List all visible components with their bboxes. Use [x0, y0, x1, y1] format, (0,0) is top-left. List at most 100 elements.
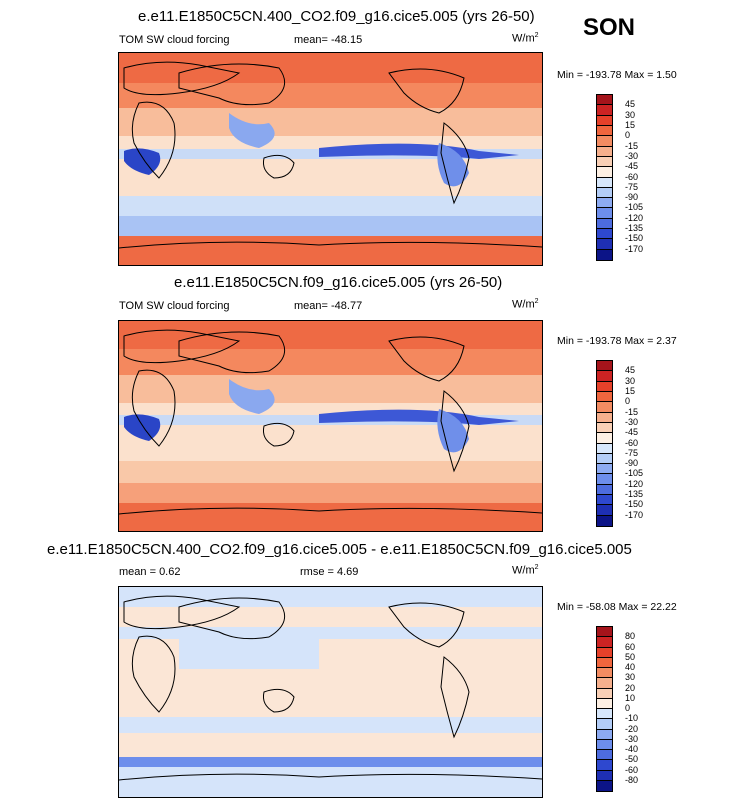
season-label: SON	[583, 14, 636, 41]
colorbar-tick-label: -75	[625, 181, 639, 192]
colorbar-swatch	[597, 177, 612, 188]
colorbar-swatch	[597, 156, 612, 168]
colorbar-tick-label: -30	[625, 150, 639, 161]
colorbar-tick-label: 30	[625, 375, 636, 386]
colorbar-swatch	[597, 198, 612, 209]
panel-2-map	[118, 320, 543, 532]
colorbar-tick-label: -50	[625, 754, 639, 765]
colorbar-tick-label: 45	[625, 365, 636, 376]
colorbar-tick-label: -15	[625, 140, 639, 151]
colorbar-tick-label: -45	[625, 161, 639, 172]
panel-1-min-label: Min =	[557, 69, 583, 81]
colorbar-tick-label: -105	[625, 468, 644, 479]
colorbar-swatch	[597, 750, 612, 761]
colorbar-swatch	[597, 678, 612, 689]
colorbar-swatch	[597, 484, 612, 496]
panel-3-title: e.e11.E1850C5CN.400_CO2.f09_g16.cice5.00…	[47, 541, 632, 558]
colorbar-tick-label: 80	[625, 631, 636, 642]
panel-3-rmse-label: rmse =	[300, 566, 334, 578]
colorbar-swatch	[597, 709, 612, 720]
colorbar-swatch	[597, 105, 612, 116]
panel-3-max-label: Max =	[618, 601, 648, 613]
colorbar-tick-label: -30	[625, 733, 639, 744]
panel-1-variable: TOM SW cloud forcing	[119, 34, 230, 46]
panel-1-mean: mean= -48.15	[294, 34, 362, 46]
panel-1-mean-label: mean=	[294, 34, 328, 46]
colorbar-tick-label: 40	[625, 662, 636, 672]
colorbar-swatch	[597, 391, 612, 403]
panel-2-mean-label: mean=	[294, 300, 328, 312]
colorbar-tick-label: -60	[625, 764, 639, 775]
panel-1-units-sup: 2	[534, 32, 539, 39]
colorbar-swatch	[597, 412, 612, 423]
panel-1-max-value: 1.50	[656, 69, 677, 81]
panel-3-min-label: Min =	[557, 601, 583, 613]
colorbar-tick-label: 0	[625, 396, 631, 407]
colorbar-swatch	[597, 249, 612, 260]
panel-3-mean-value: 0.62	[159, 566, 181, 578]
panel-2-mean: mean= -48.77	[294, 300, 362, 312]
colorbar-swatch	[597, 627, 612, 638]
colorbar-swatch	[597, 136, 612, 147]
colorbar-swatch	[597, 361, 612, 372]
colorbar-tick-label: 10	[625, 692, 636, 703]
colorbar-swatch	[597, 125, 612, 137]
colorbar-tick-label: -10	[625, 713, 639, 724]
colorbar-tick-label: -170	[625, 509, 644, 520]
colorbar-swatch	[597, 239, 612, 250]
colorbar-tick-label: 20	[625, 682, 636, 693]
panel-1-colorbar	[596, 94, 613, 261]
panel-3-colorbar	[596, 626, 613, 792]
panel-2-max-label: Max =	[624, 335, 654, 347]
colorbar-swatch	[597, 770, 612, 781]
colorbar-tick-label: -90	[625, 192, 639, 203]
panel-2-variable: TOM SW cloud forcing	[119, 300, 230, 312]
colorbar-swatch	[597, 371, 612, 382]
colorbar-swatch	[597, 443, 612, 454]
colorbar-tick-label: -15	[625, 406, 639, 417]
colorbar-tick-label: -30	[625, 416, 639, 427]
panel-3-map	[118, 586, 543, 798]
colorbar-swatch	[597, 505, 612, 516]
colorbar-swatch	[597, 167, 612, 178]
panel-3-rmse: rmse = 4.69	[300, 566, 358, 578]
colorbar-swatch	[597, 208, 612, 219]
panel-2-minmax: Min = -193.78 Max = 2.37	[557, 335, 677, 347]
colorbar-swatch	[597, 381, 612, 392]
colorbar-tick-label: 0	[625, 703, 631, 713]
colorbar-swatch	[597, 647, 612, 658]
colorbar-tick-label: -40	[625, 744, 639, 754]
colorbar-swatch	[597, 729, 612, 740]
panel-3-mean-label: mean =	[119, 566, 156, 578]
colorbar-swatch	[597, 688, 612, 699]
colorbar-tick-label: -120	[625, 212, 644, 223]
panel-2-units: W/m2	[512, 298, 539, 311]
panel-3-mean: mean = 0.62	[119, 566, 180, 578]
panel-2-max-value: 2.37	[656, 335, 677, 347]
colorbar-swatch	[597, 115, 612, 126]
colorbar-tick-label: -170	[625, 243, 644, 254]
colorbar-swatch	[597, 657, 612, 668]
panel-1-title: e.e11.E1850C5CN.400_CO2.f09_g16.cice5.00…	[138, 8, 535, 25]
panel-3-units-text: W/m	[512, 564, 535, 577]
panel-3-rmse-value: 4.69	[337, 566, 359, 578]
panel-3-max-value: 22.22	[650, 601, 677, 613]
colorbar-swatch	[597, 515, 612, 526]
panel-2-min-label: Min =	[557, 335, 583, 347]
colorbar-tick-label: 0	[625, 130, 631, 141]
colorbar-tick-label: -75	[625, 447, 639, 458]
panel-3-units: W/m2	[512, 564, 539, 577]
colorbar-swatch	[597, 402, 612, 413]
panel-1-minmax: Min = -193.78 Max = 1.50	[557, 69, 677, 81]
panel-1-min-value: -193.78	[585, 69, 622, 81]
colorbar-tick-label: 60	[625, 641, 636, 652]
colorbar-swatch	[597, 464, 612, 475]
colorbar-tick-label: -45	[625, 427, 639, 438]
colorbar-tick-label: -135	[625, 223, 644, 234]
panel-2-mean-value: -48.77	[331, 300, 363, 312]
colorbar-swatch	[597, 760, 612, 771]
colorbar-swatch	[597, 739, 612, 750]
panel-3-units-sup: 2	[534, 564, 539, 571]
colorbar-tick-label: -60	[625, 437, 639, 448]
colorbar-swatch	[597, 698, 612, 709]
